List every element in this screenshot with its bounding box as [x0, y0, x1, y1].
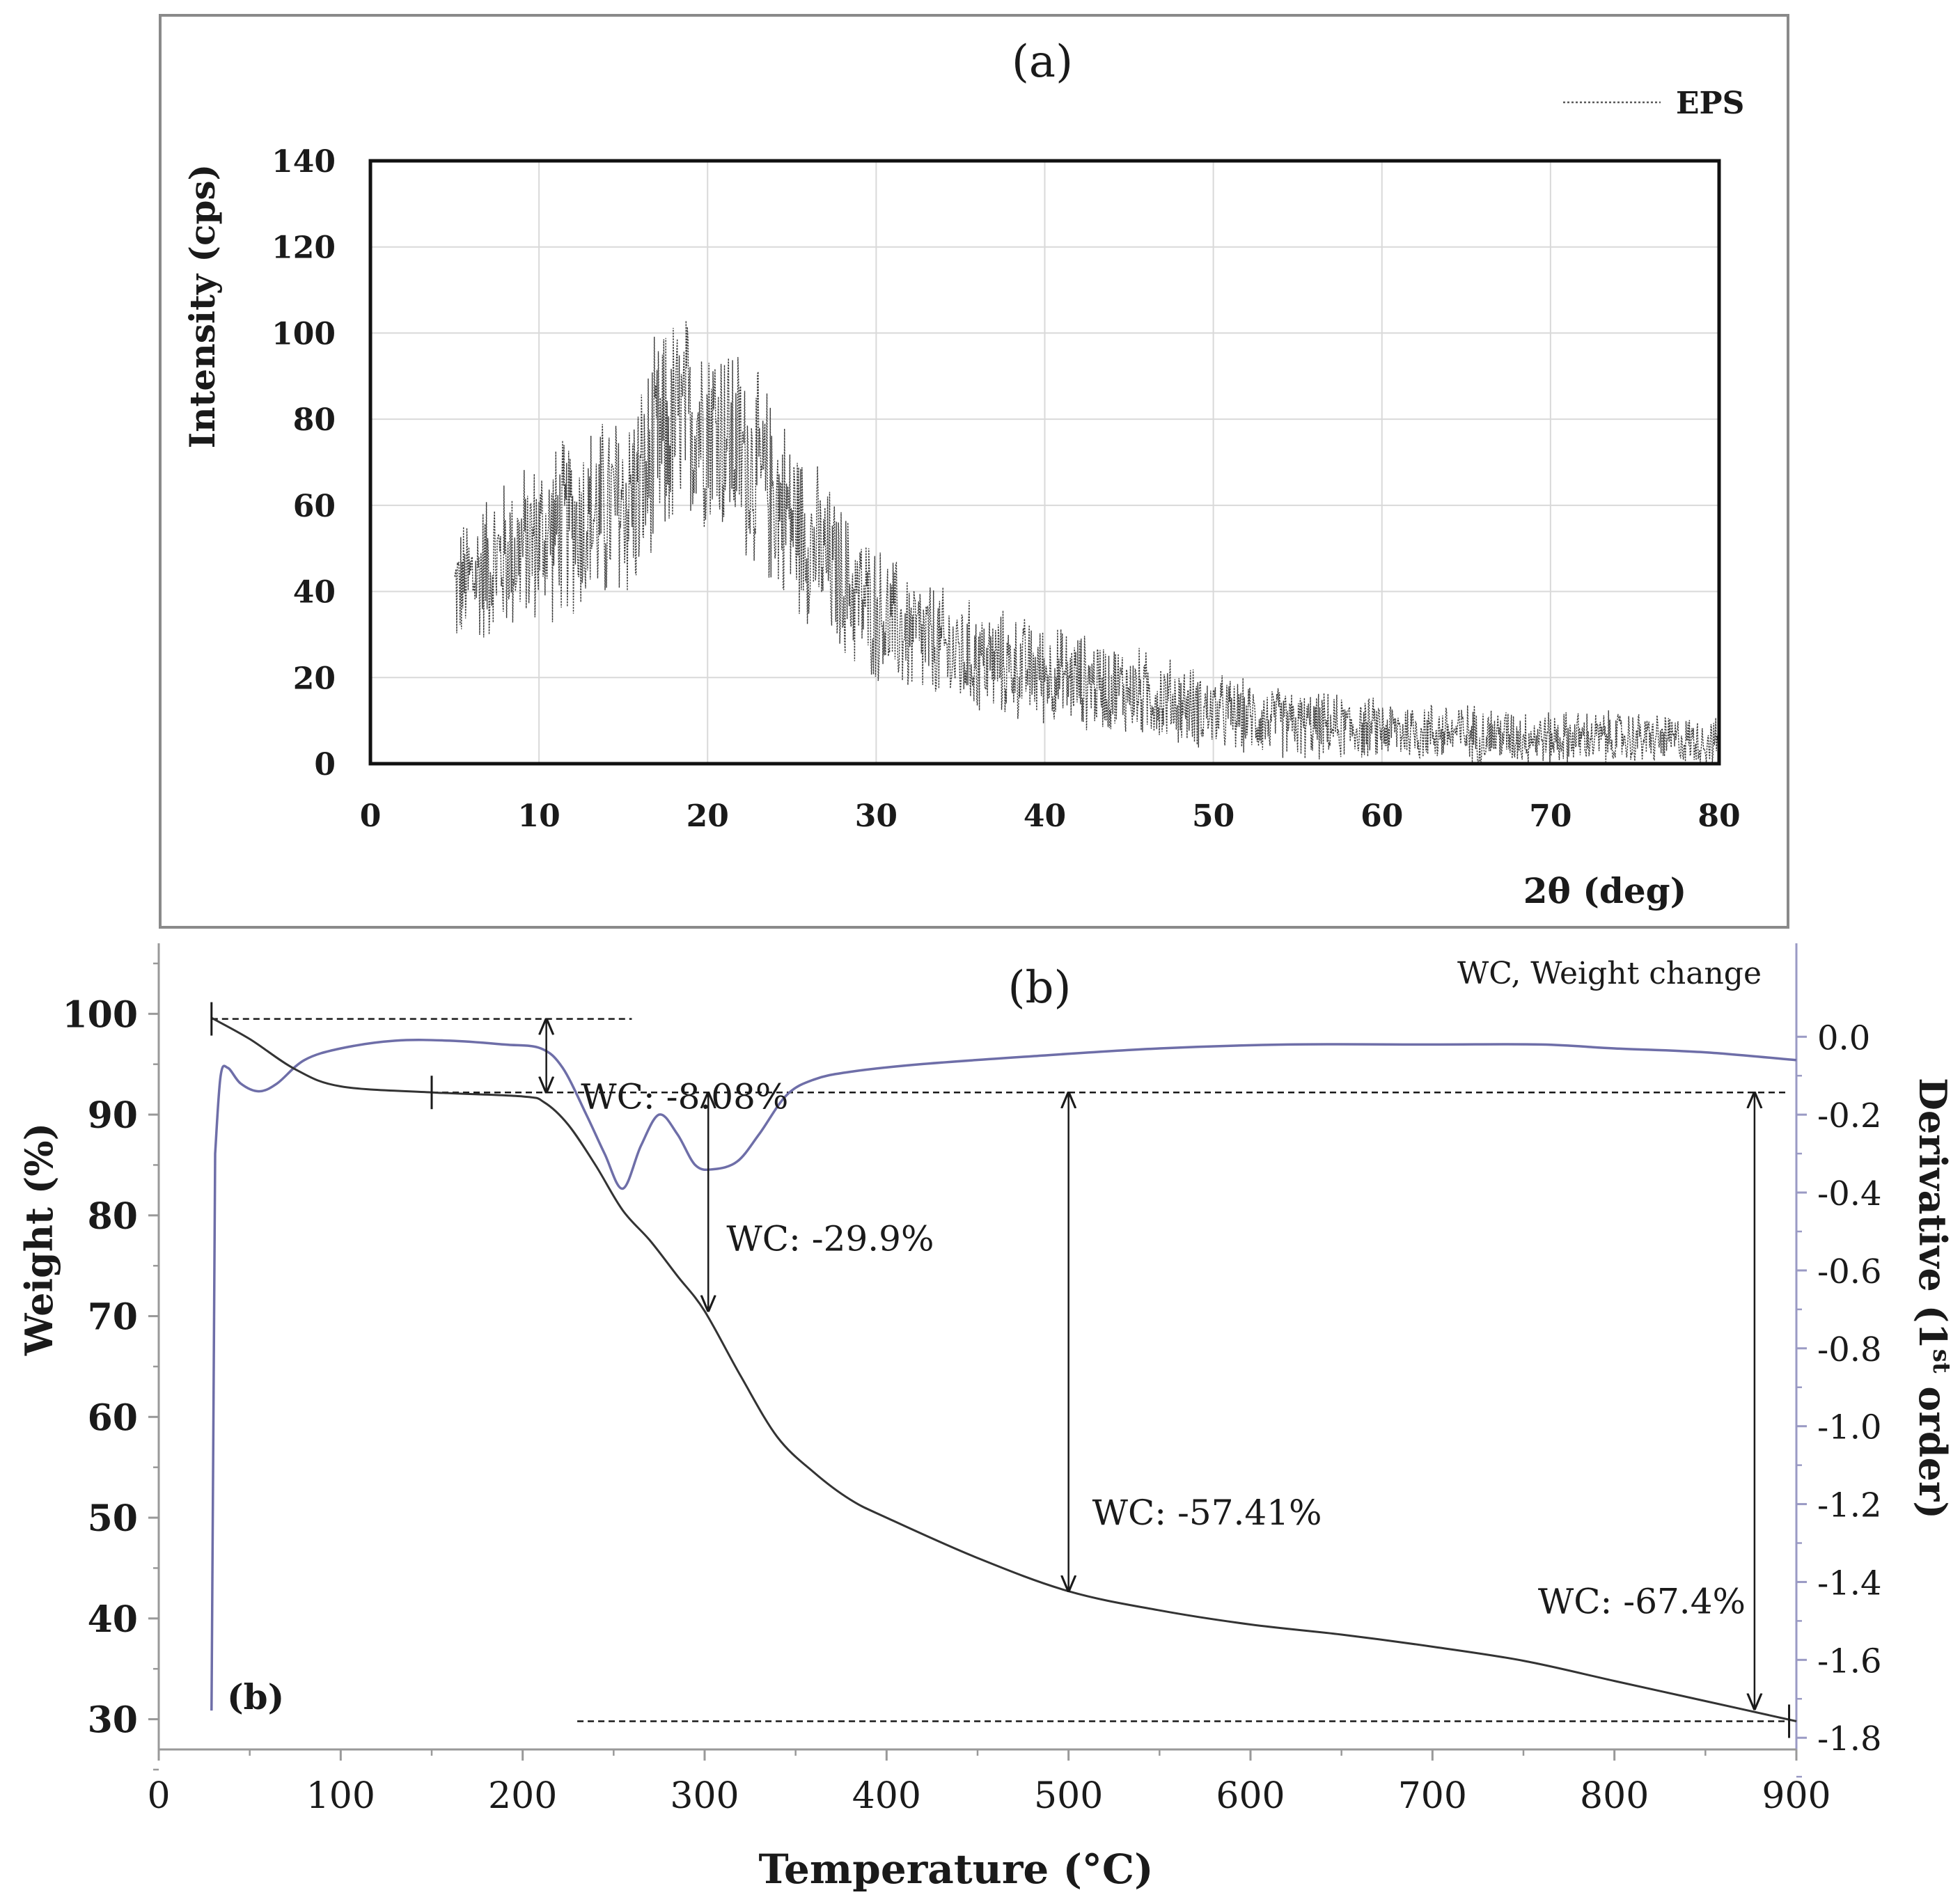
b-x-tick-9: 900 — [1762, 1775, 1830, 1817]
b-y-tick-2: 50 — [88, 1497, 138, 1540]
panel-a-x-axis-label: 2θ (deg) — [1523, 870, 1687, 911]
b-y-tick-7: 100 — [62, 993, 138, 1036]
panel-b-tga-chart: (b) WC, Weight change 0 100 200 300 400 500 60… — [17, 943, 1955, 1893]
b-y2-tick-7: -1.4 — [1817, 1564, 1882, 1603]
a-y-tick-6: 120 — [272, 230, 336, 266]
b-y2-tick-0: 0.0 — [1817, 1018, 1870, 1057]
panel-b-x-tick-labels: 0 100 200 300 400 500 600 700 800 900 — [147, 1775, 1830, 1817]
a-y-tick-4: 80 — [293, 402, 336, 438]
panel-b-y-axis-label: Weight (%) — [17, 1123, 61, 1356]
weight-change-label-3: WC: -67.4% — [1538, 1582, 1746, 1622]
panel-a-xrd-chart: (a) 0 20 40 60 80 100 120 140 0 10 20 30 40 50 60 70 80… — [159, 14, 1789, 929]
panel-b-annotations: WC: -8.08% WC: -29.9% WC: -57.41% WC: -67.4… — [581, 1076, 1746, 1621]
panel-a-y-axis-label: Intensity (cps) — [182, 164, 223, 449]
b-y-tick-3: 60 — [88, 1396, 138, 1439]
weight-change-label-0: WC: -8.08% — [581, 1076, 788, 1117]
a-x-tick-5: 50 — [1192, 798, 1234, 834]
b-y2-tick-2: -0.4 — [1817, 1174, 1882, 1213]
a-y-tick-7: 140 — [272, 144, 336, 180]
b-y-tick-0: 30 — [88, 1699, 138, 1742]
panel-a-plot-border — [368, 159, 1721, 766]
b-x-tick-0: 0 — [147, 1775, 170, 1817]
panel-a-legend: EPS — [1563, 86, 1744, 121]
panel-b-legend-note: WC, Weight change — [1457, 956, 1762, 991]
eps-trace — [454, 320, 1720, 763]
a-x-tick-8: 80 — [1698, 798, 1740, 834]
weight-curve — [211, 1016, 1797, 1722]
b-y2-tick-9: -1.8 — [1817, 1720, 1882, 1759]
panel-a-y-tick-labels: 0 20 40 60 80 100 120 140 — [272, 144, 336, 782]
a-x-tick-7: 70 — [1529, 798, 1571, 834]
panel-a-x-tick-labels: 0 10 20 30 40 50 60 70 80 — [360, 798, 1741, 834]
b-x-tick-2: 200 — [488, 1775, 557, 1817]
panel-b-weight-change-arrows — [547, 1019, 1755, 1710]
y2-label-sup: st — [1927, 1349, 1955, 1374]
b-y-tick-4: 70 — [88, 1296, 138, 1339]
panel-b-label: (b) — [1008, 962, 1072, 1014]
b-y-tick-1: 40 — [88, 1598, 138, 1641]
a-x-tick-4: 40 — [1024, 798, 1066, 834]
panel-b-reference-lines — [211, 1018, 1789, 1722]
eps-series-line — [454, 320, 1720, 763]
derivative-curve — [210, 1039, 1797, 1711]
a-y-tick-1: 20 — [293, 661, 336, 696]
a-y-tick-2: 40 — [293, 575, 336, 611]
b-x-tick-8: 800 — [1580, 1775, 1649, 1817]
panel-a-grid — [370, 161, 1719, 764]
weight-change-label-1: WC: -29.9% — [726, 1218, 934, 1259]
a-x-tick-6: 60 — [1361, 798, 1403, 834]
panel-b-y-tick-labels: 30 40 50 60 70 80 90 100 — [62, 993, 138, 1741]
b-y2-tick-3: -0.6 — [1817, 1252, 1882, 1291]
panel-a-label: (a) — [1012, 36, 1073, 88]
a-x-tick-0: 0 — [360, 798, 382, 834]
b-y2-tick-5: -1.0 — [1817, 1408, 1882, 1447]
a-y-tick-3: 60 — [293, 489, 336, 524]
panel-a-frame — [159, 14, 1789, 929]
panel-b-inner-label: (b) — [227, 1676, 284, 1717]
b-x-tick-5: 500 — [1034, 1775, 1103, 1817]
panel-b-y2-axis-label: Derivative (1st order) — [1911, 1078, 1955, 1519]
a-x-tick-2: 20 — [687, 798, 729, 834]
legend-eps-label: EPS — [1676, 86, 1744, 121]
b-y-tick-6: 90 — [88, 1094, 138, 1137]
b-x-tick-3: 300 — [670, 1775, 739, 1817]
a-y-tick-0: 0 — [314, 747, 336, 782]
panel-b-y2-tick-labels: 0.0 -0.2 -0.4 -0.6 -0.8 -1.0 -1.2 -1.4 -1.6 -1.8 — [1817, 1018, 1882, 1759]
a-x-tick-1: 10 — [518, 798, 560, 834]
panel-b-x-axis-label: Temperature (°C) — [758, 1846, 1153, 1893]
weight-change-label-2: WC: -57.41% — [1092, 1493, 1322, 1533]
panel-b-axis-ticks — [148, 962, 1807, 1778]
b-x-tick-7: 700 — [1398, 1775, 1467, 1817]
b-y2-tick-6: -1.2 — [1817, 1486, 1882, 1525]
a-y-tick-5: 100 — [272, 316, 336, 352]
b-y2-tick-4: -0.8 — [1817, 1330, 1882, 1369]
y2-label-main: Derivative (1 — [1911, 1078, 1955, 1349]
a-x-tick-3: 30 — [855, 798, 897, 834]
b-x-tick-6: 600 — [1216, 1775, 1285, 1817]
y2-label-tail: order) — [1911, 1374, 1955, 1519]
b-y2-tick-8: -1.6 — [1817, 1642, 1882, 1681]
b-x-tick-4: 400 — [852, 1775, 921, 1817]
b-y-tick-5: 80 — [88, 1195, 138, 1238]
panel-b-step-marks — [210, 1002, 1791, 1738]
b-x-tick-1: 100 — [306, 1775, 375, 1817]
b-y2-tick-1: -0.2 — [1817, 1096, 1882, 1135]
